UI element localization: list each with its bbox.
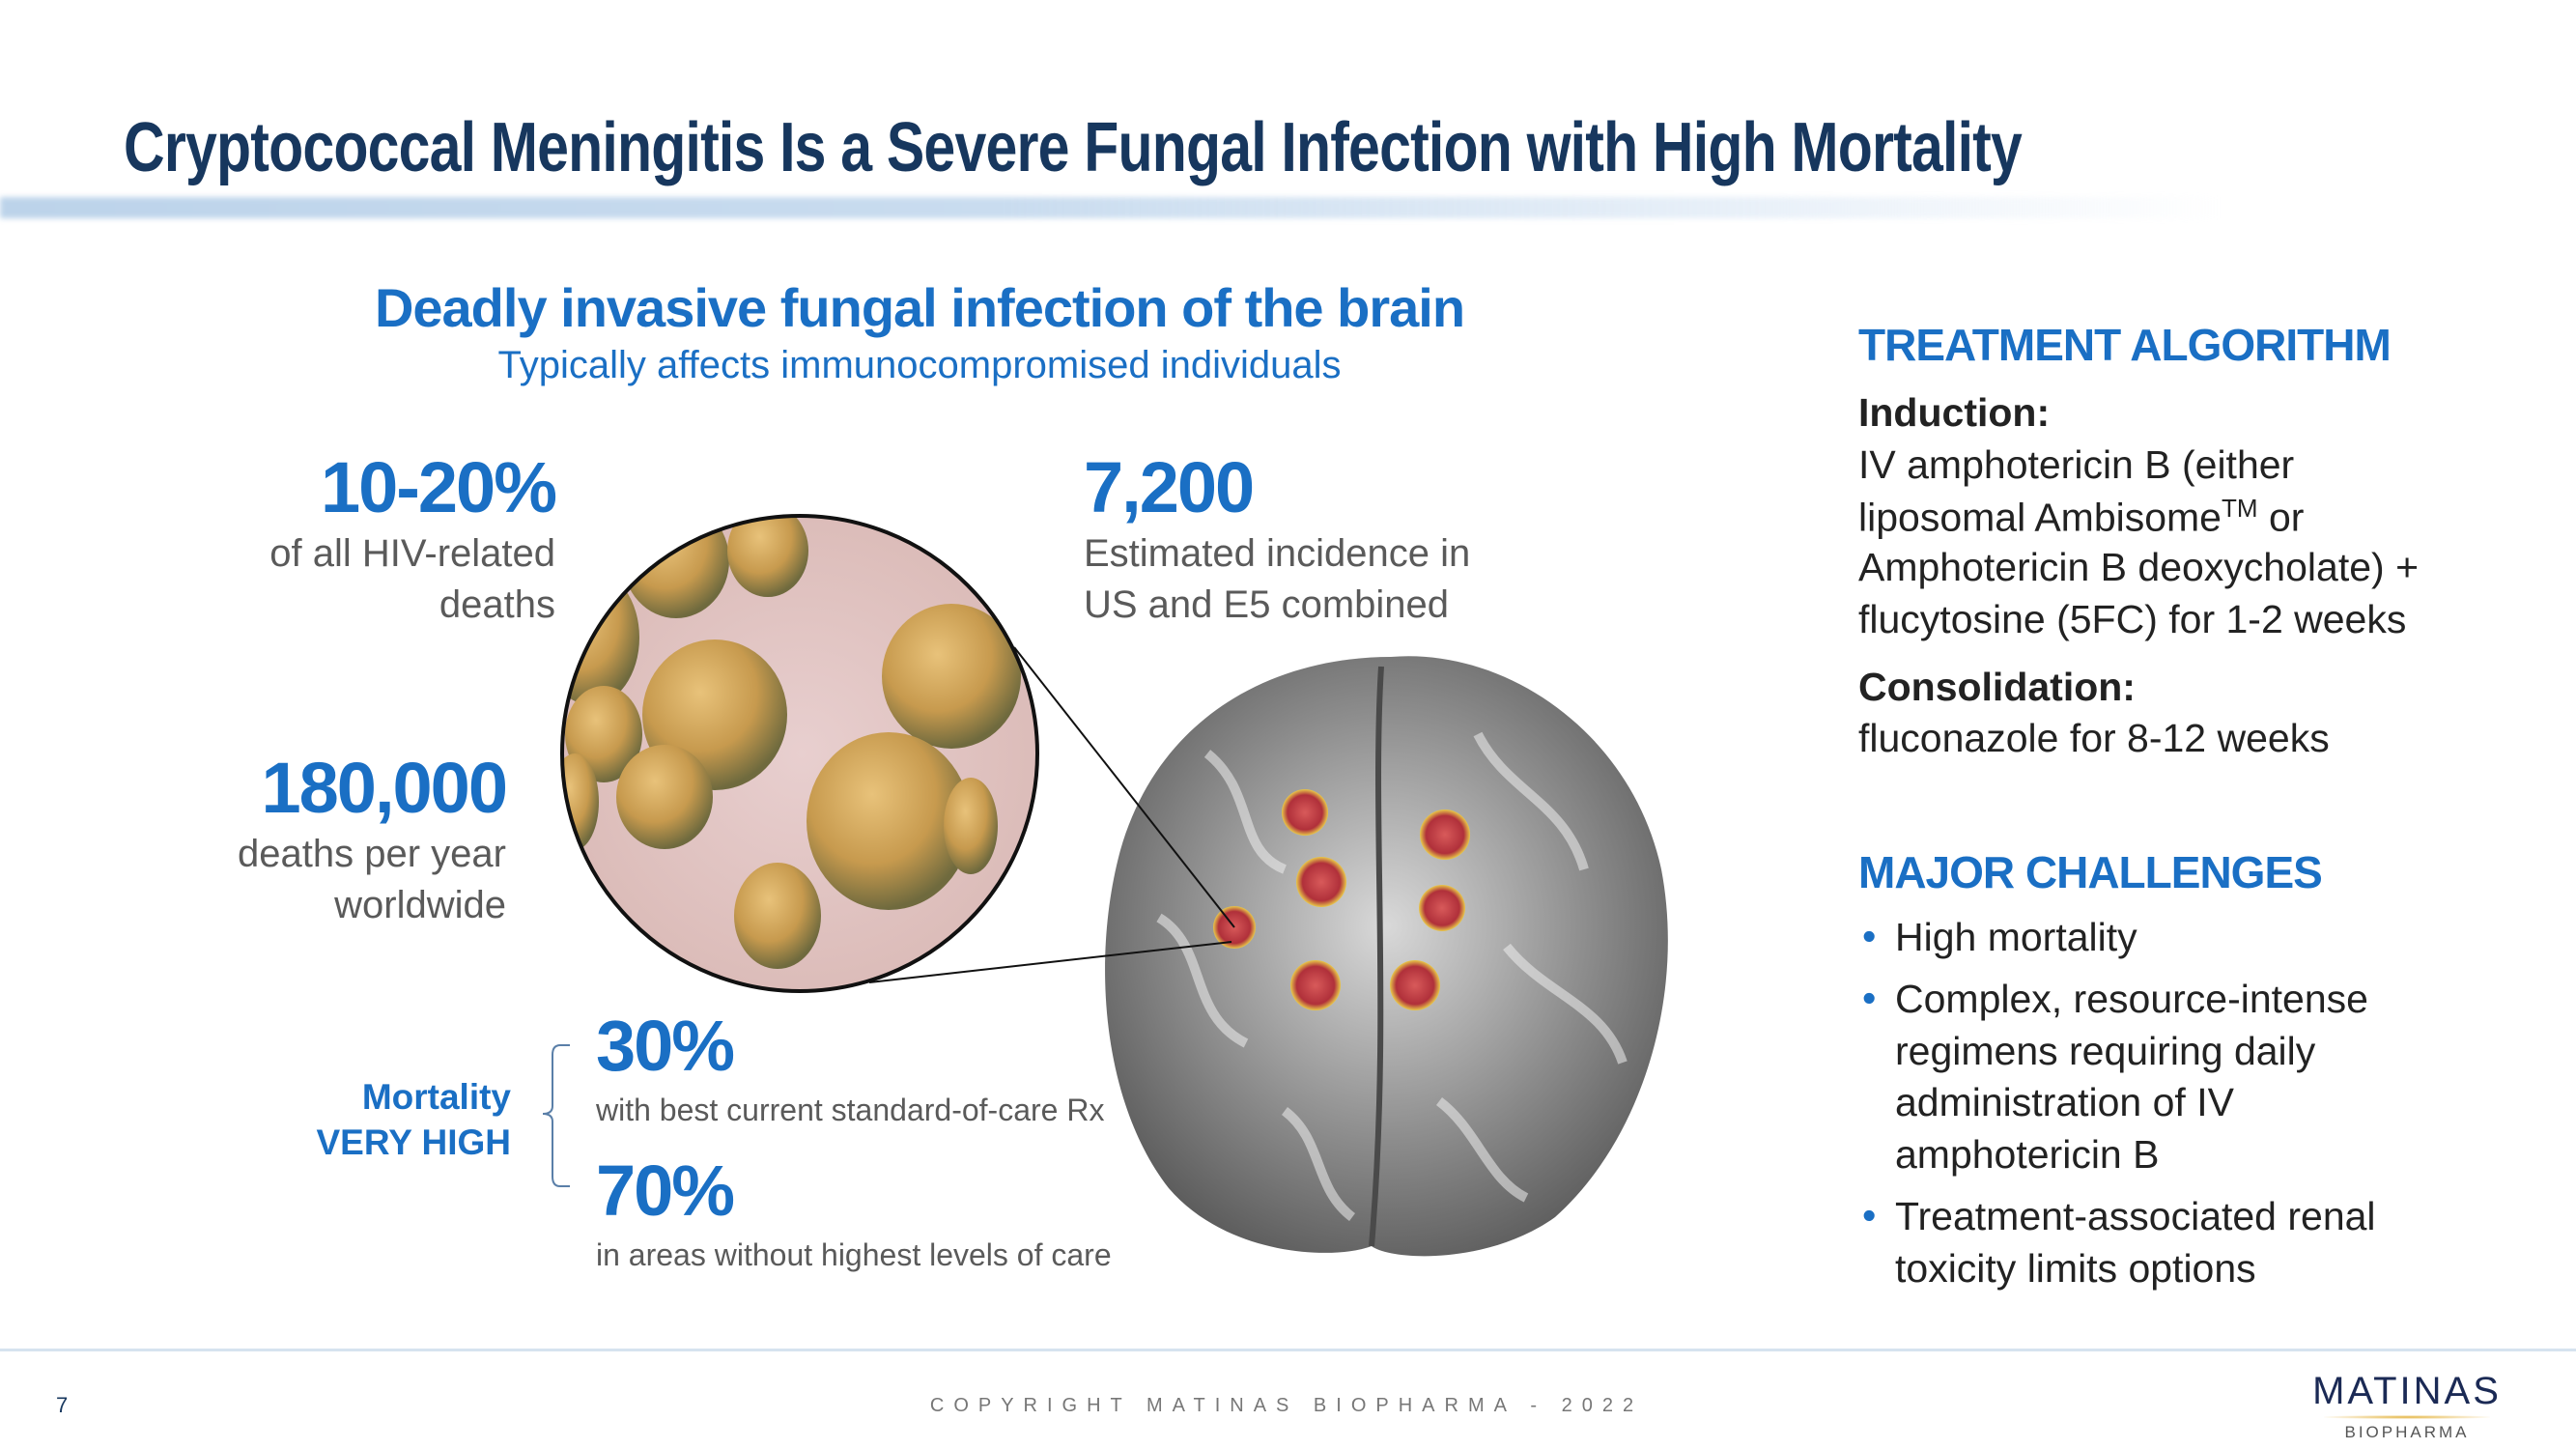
lesion [1390, 960, 1440, 1010]
page-title: Cryptococcal Meningitis Is a Severe Fung… [124, 109, 2023, 186]
zoom-line [868, 941, 1232, 983]
consolidation-label: Consolidation: [1858, 665, 2136, 709]
treatment-heading: TREATMENT ALGORITHM [1858, 320, 2392, 370]
stat-deaths-line1: deaths per year [238, 833, 506, 875]
brain-image [1105, 656, 1668, 1257]
stat-hiv-line2: deaths [439, 583, 555, 626]
induction-line: Amphotericin B deoxycholate) + [1858, 545, 2420, 589]
challenge-line: Complex, resource-intense [1895, 977, 2368, 1021]
induction-text: or [2257, 495, 2305, 540]
mortality-label-line1: Mortality [361, 1077, 511, 1117]
stat-hiv: 10-20% of all HIV-related deaths [269, 446, 557, 631]
stat-incidence-value: 7,200 [1084, 447, 1255, 527]
induction-label: Induction: [1858, 390, 2051, 435]
lesion [1419, 885, 1465, 931]
induction-line: flucytosine (5FC) for 1-2 weeks [1858, 597, 2407, 641]
mortality-value: 70% [596, 1151, 735, 1231]
stat-incidence-line1: Estimated incidence in [1084, 532, 1471, 575]
lesion [1296, 857, 1346, 907]
challenge-item: High mortality [1895, 912, 2137, 964]
challenge-line: regimens requiring daily [1895, 1028, 2316, 1073]
mortality-bracket [542, 1044, 570, 1187]
bullet-icon: • [1862, 1193, 1877, 1237]
mortality-item: 70% in areas without highest levels of c… [596, 1150, 1112, 1273]
title-underline [0, 197, 2222, 218]
copyright: COPYRIGHT MATINAS BIOPHARMA - 2022 [929, 1395, 1644, 1416]
challenge-line: High mortality [1895, 915, 2137, 959]
trademark: TM [2222, 494, 2258, 523]
challenge-line: toxicity limits options [1895, 1245, 2256, 1291]
induction-text: liposomal Ambisome [1858, 495, 2222, 540]
mortality-desc: with best current standard-of-care Rx [596, 1093, 1105, 1127]
footer-divider [0, 1349, 2576, 1351]
logo-main: MATINAS [2312, 1370, 2502, 1412]
bullet-icon: • [1862, 976, 1877, 1020]
consolidation-text: fluconazole for 8-12 weeks [1858, 716, 2330, 760]
lesion [1282, 789, 1328, 836]
stat-deaths: 180,000 deaths per year worldwide [238, 747, 508, 931]
challenge-line: Treatment-associated renal [1895, 1194, 2376, 1238]
logo-sub: BIOPHARMA [2344, 1423, 2470, 1441]
mortality-label-line2: VERY HIGH [316, 1122, 512, 1162]
stat-incidence-line2: US and E5 combined [1084, 583, 1450, 626]
mortality-desc: in areas without highest levels of care [596, 1237, 1112, 1272]
stat-hiv-line1: of all HIV-related [269, 532, 555, 575]
induction-line: liposomal AmbisomeTM or [1858, 494, 2304, 541]
mortality-value: 30% [596, 1006, 735, 1086]
challenge-line: amphotericin B [1895, 1131, 2160, 1177]
challenge-item: Complex, resource-intense regimens requi… [1895, 974, 2368, 1180]
subheadline: Typically affects immunocompromised indi… [497, 344, 1342, 386]
induction-line: IV amphotericin B (either [1858, 442, 2295, 487]
stat-incidence: 7,200 Estimated incidence in US and E5 c… [1084, 446, 1470, 631]
lesion [1420, 810, 1470, 860]
logo-swoosh [2324, 1415, 2490, 1419]
challenge-item: Treatment-associated renal toxicity limi… [1895, 1191, 2376, 1294]
lesion [1290, 960, 1341, 1010]
headline: Deadly invasive fungal infection of the … [374, 277, 1465, 338]
bullet-icon: • [1862, 914, 1877, 958]
microscopy-image [562, 516, 1037, 991]
stat-deaths-value: 180,000 [261, 748, 508, 828]
stat-deaths-line2: worldwide [334, 884, 506, 926]
page-number: 7 [56, 1393, 69, 1417]
challenge-line: administration of IV [1895, 1080, 2234, 1124]
matinas-logo: MATINAS BIOPHARMA [2305, 1370, 2509, 1442]
stat-hiv-value: 10-20% [320, 447, 557, 527]
mortality-label: Mortality VERY HIGH [317, 1074, 512, 1165]
zoom-line [1013, 646, 1235, 928]
challenges-heading: MAJOR CHALLENGES [1858, 847, 2323, 897]
mortality-item: 30% with best current standard-of-care R… [596, 1005, 1104, 1128]
